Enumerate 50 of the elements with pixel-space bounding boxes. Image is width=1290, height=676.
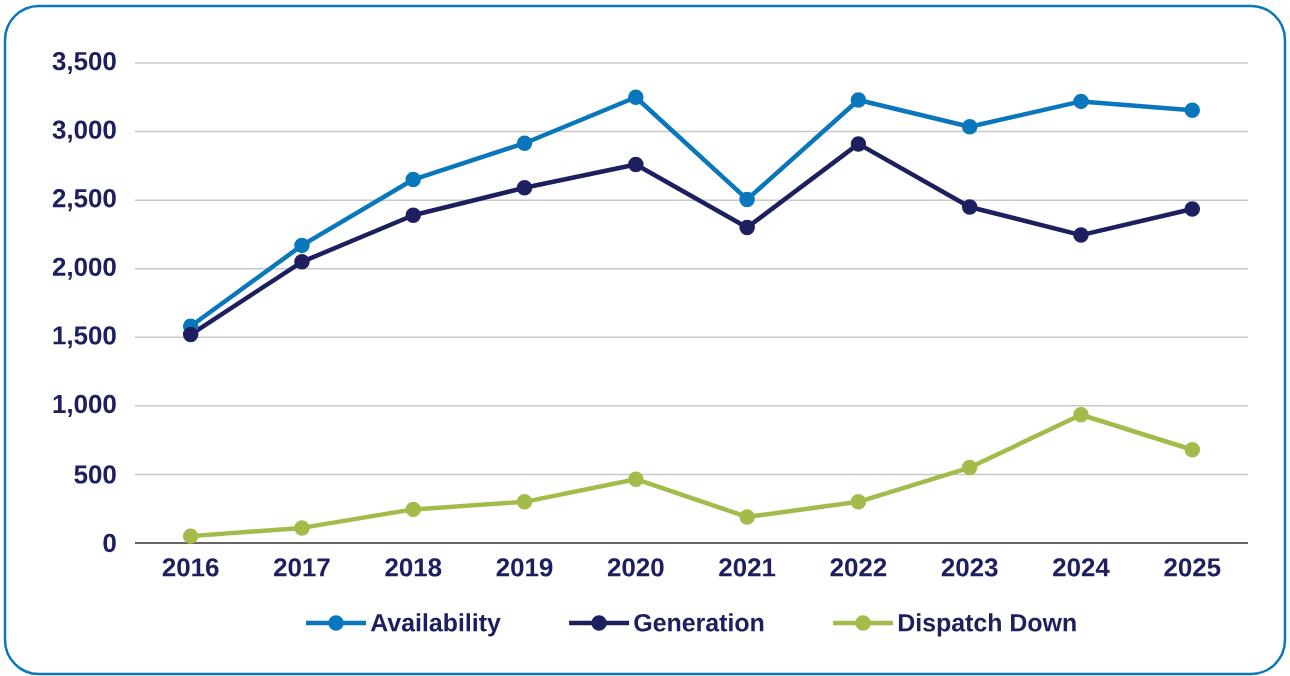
point	[182, 326, 199, 343]
point	[850, 136, 867, 152]
point	[1073, 407, 1089, 423]
legend-label: Dispatch Down	[898, 613, 1076, 637]
y-tick-label: 3,000	[52, 120, 116, 143]
point	[739, 219, 755, 236]
point	[739, 509, 755, 525]
point	[1073, 93, 1089, 110]
x-tick-label: 2025	[1164, 558, 1221, 577]
point	[1184, 441, 1201, 458]
point	[961, 199, 978, 215]
point	[1073, 227, 1089, 243]
y-tick-label: 0	[103, 533, 116, 553]
x-tick-label: 2019	[496, 558, 553, 577]
x-tick-label: 2021	[719, 558, 776, 577]
x-tick-label: 2016	[162, 558, 219, 577]
point	[1184, 102, 1201, 119]
point	[1184, 201, 1201, 217]
y-tick-label: 1,000	[53, 394, 116, 417]
point	[405, 207, 421, 223]
point	[516, 135, 533, 151]
point	[850, 92, 867, 108]
y-tick-label: 2,000	[52, 257, 116, 280]
y-tick-label: 1,500	[53, 326, 116, 349]
point	[405, 501, 421, 518]
y-tick-label: 500	[74, 465, 116, 484]
x-tick-label: 2017	[274, 558, 330, 577]
point	[294, 254, 310, 270]
x-tick-label: 2024	[1053, 558, 1110, 577]
y-tick-label: 2,500	[52, 189, 116, 212]
legend-label: Availability	[370, 613, 501, 637]
point	[628, 156, 644, 173]
point	[516, 180, 533, 196]
point	[405, 171, 421, 188]
x-tick-label: 2018	[385, 558, 442, 577]
x-tick-label: 2020	[607, 558, 664, 577]
point	[961, 119, 978, 135]
y-tick-label: 3,500	[52, 51, 116, 75]
point	[516, 494, 533, 510]
point	[961, 459, 978, 476]
point	[182, 528, 199, 544]
x-tick-label: 2023	[941, 558, 998, 577]
point	[294, 520, 310, 536]
point	[294, 237, 310, 254]
x-tick-label: 2022	[830, 558, 887, 577]
point	[628, 471, 644, 487]
point	[628, 89, 644, 106]
legend-label: Generation	[634, 613, 764, 632]
point	[739, 191, 755, 208]
point	[850, 494, 867, 510]
